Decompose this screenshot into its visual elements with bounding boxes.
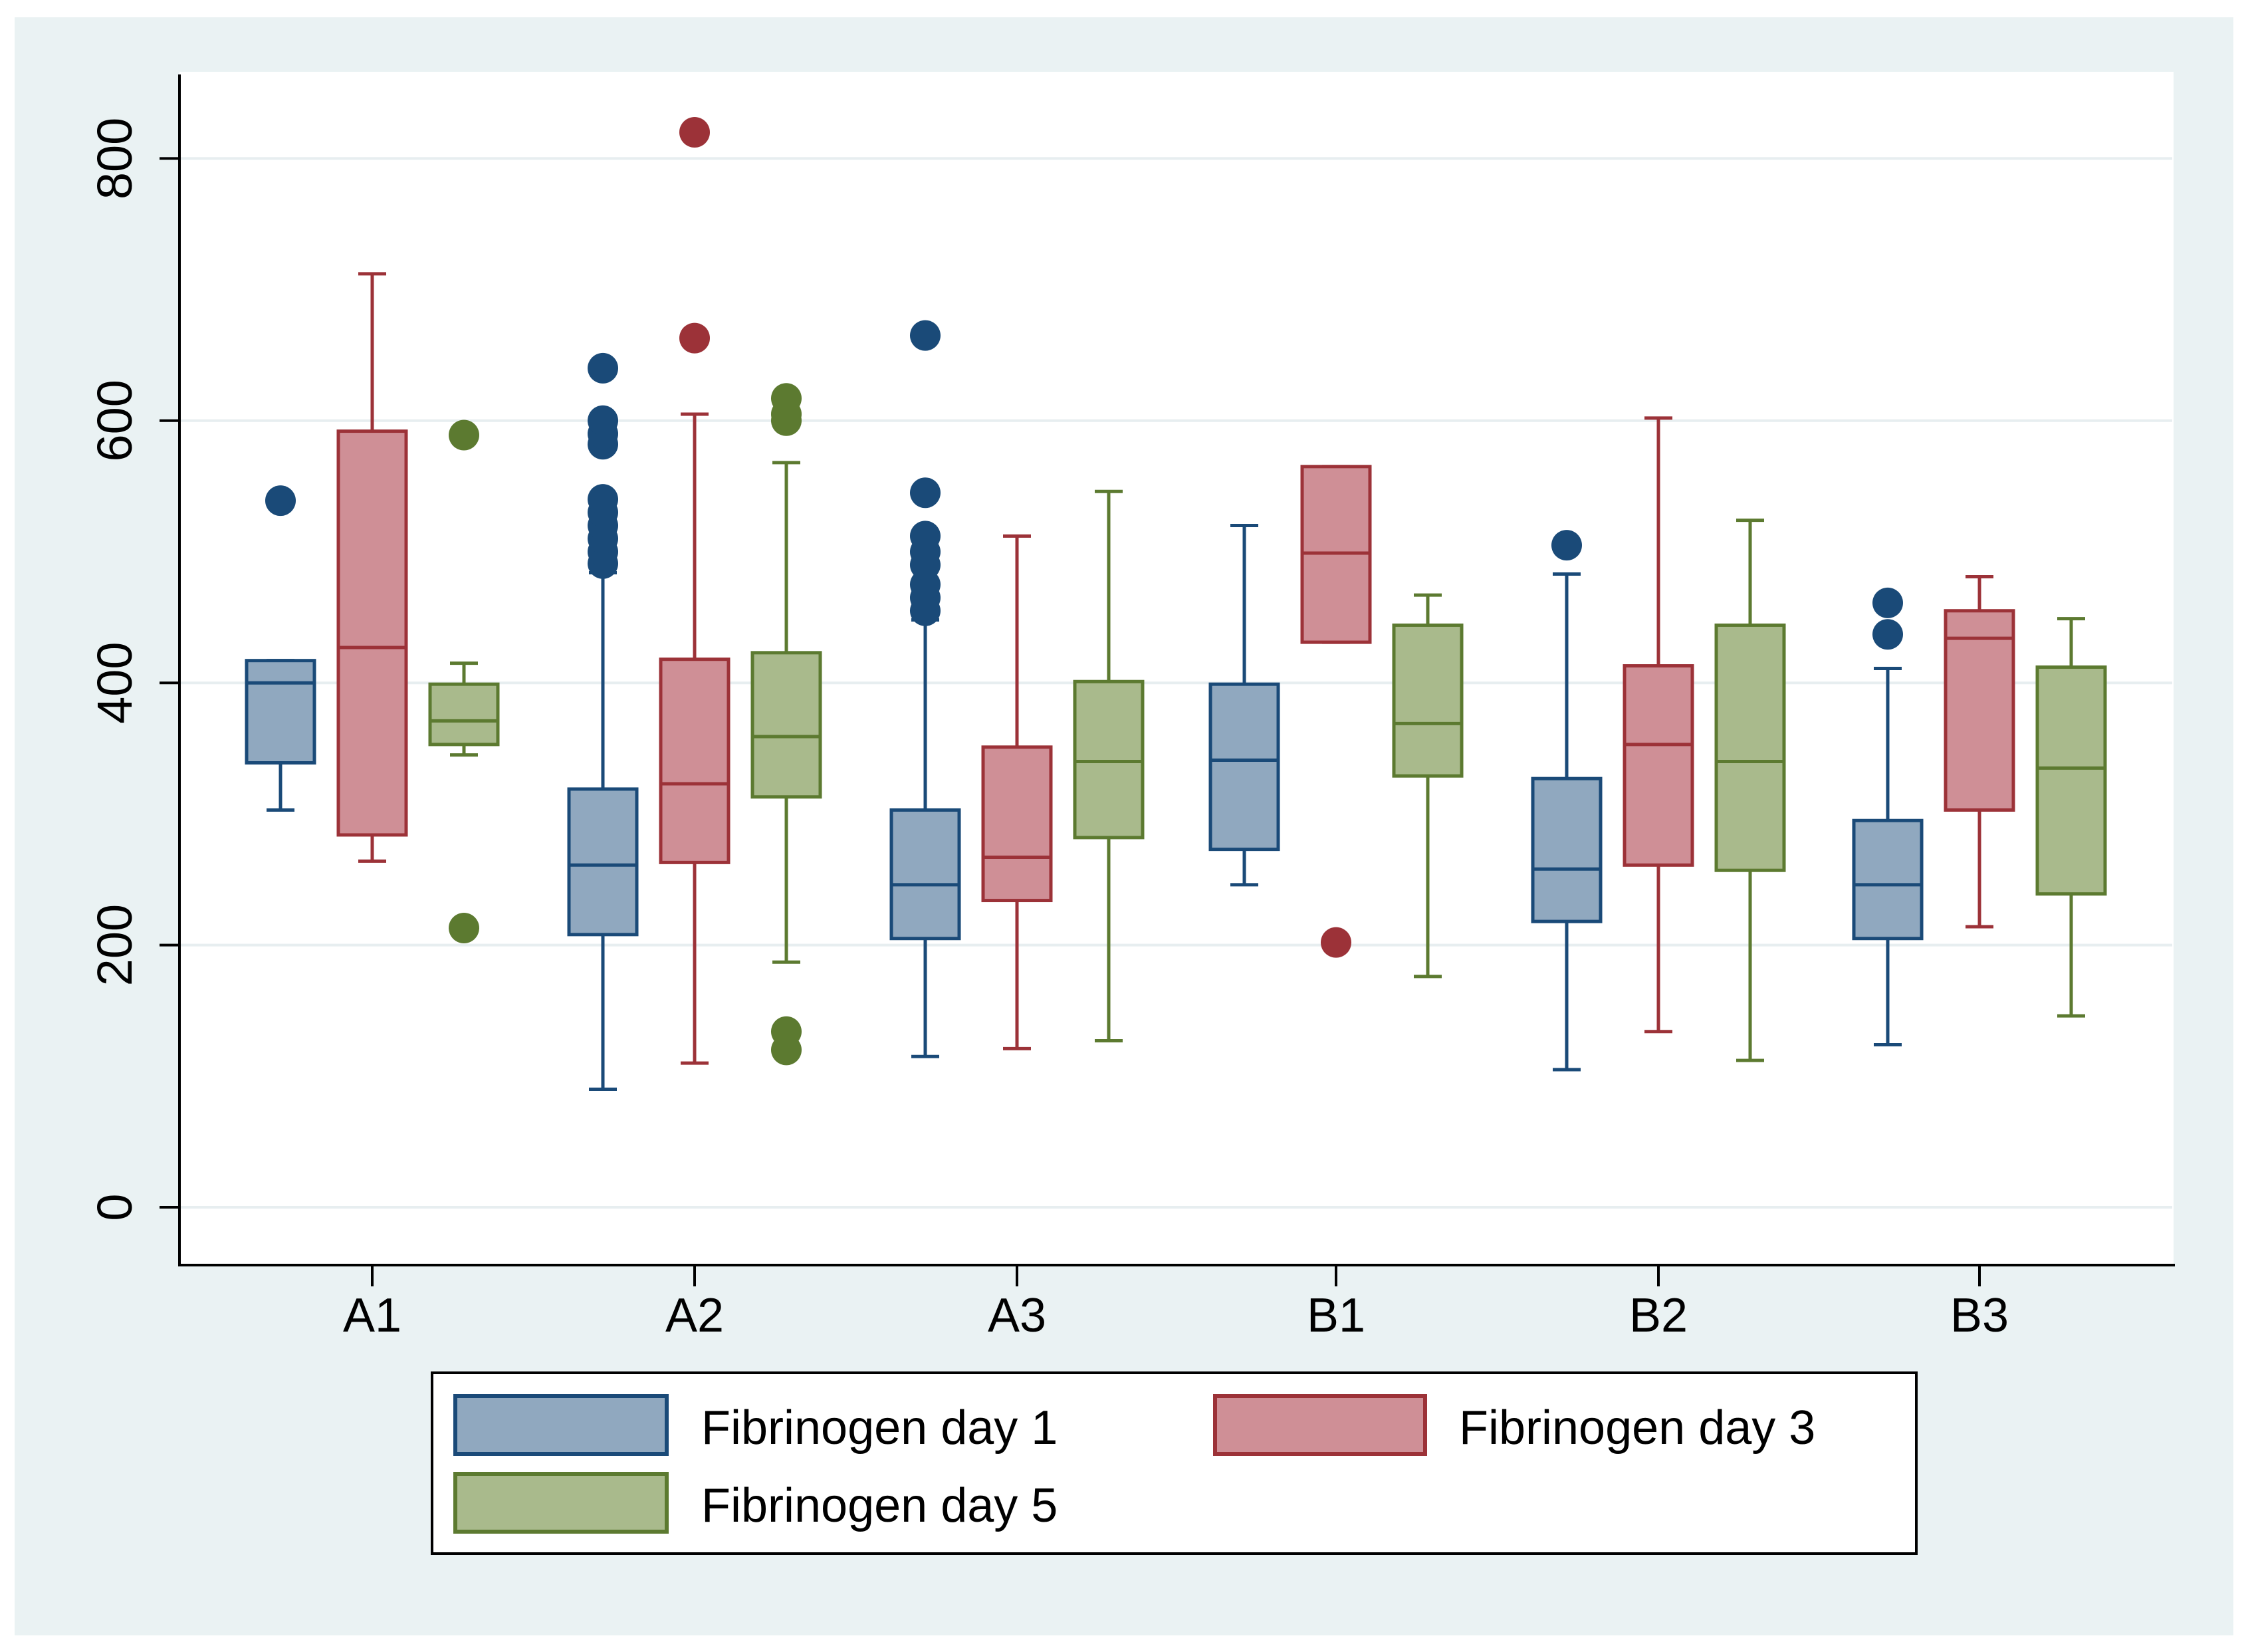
iqr-box-series1-B2 (1531, 776, 1603, 923)
box-series2-B2 (1623, 416, 1694, 1034)
box-series1-A1 (245, 659, 316, 812)
outlier-series1-A1-0 (265, 485, 296, 517)
iqr-box-series1-A3 (889, 808, 961, 941)
iqr-box-series1-A1 (245, 659, 316, 765)
box-series2-A2 (659, 412, 731, 1065)
outlier-series2-A2-1 (679, 116, 710, 148)
x-tick-label-A3: A3 (988, 1289, 1046, 1342)
outlier-series3-A1-1 (449, 419, 479, 451)
legend-swatch-day5 (453, 1472, 669, 1534)
iqr-box-series2-A1 (336, 429, 408, 837)
x-tick-label-A1: A1 (343, 1289, 401, 1342)
box-series1-B2 (1531, 572, 1603, 1072)
box-series3-B2 (1714, 519, 1786, 1062)
plot-area (179, 72, 2174, 1265)
y-tick-label-400: 400 (87, 642, 142, 723)
legend-label-day5: Fibrinogen day 5 (701, 1479, 1058, 1532)
iqr-box-series2-A2 (659, 657, 731, 864)
x-tick-label-B1: B1 (1307, 1289, 1365, 1342)
gridlines (181, 157, 2172, 1209)
legend-swatch-day3 (1213, 1394, 1427, 1456)
box-series3-B3 (2035, 617, 2107, 1018)
outlier-series1-B3-0 (1872, 619, 1903, 650)
outlier-series1-B2-0 (1551, 530, 1582, 561)
y-tick-label-0: 0 (87, 1193, 142, 1221)
outlier-series1-A2-5 (588, 484, 618, 515)
box-series1-A2 (567, 571, 639, 1092)
y-tick-label-600: 600 (87, 380, 142, 461)
box-series2-A1 (336, 272, 408, 863)
x-tick-label-A2: A2 (665, 1289, 724, 1342)
iqr-box-series3-B3 (2035, 665, 2107, 896)
box-series3-A3 (1073, 489, 1145, 1043)
y-tick-label-800: 800 (87, 118, 142, 199)
iqr-box-series3-A2 (750, 651, 822, 799)
iqr-box-series2-B3 (1944, 609, 2015, 812)
outlier-series1-A3-7 (910, 320, 941, 351)
legend-frame (431, 1371, 1918, 1555)
box-series1-B1 (1208, 524, 1280, 887)
outlier-series1-A3-6 (910, 477, 941, 509)
box-series1-A3 (889, 618, 961, 1058)
iqr-box-series1-A2 (567, 787, 639, 937)
iqr-box-series3-A3 (1073, 679, 1145, 840)
box-series2-B1 (1300, 465, 1372, 644)
legend: Fibrinogen day 1 Fibrinogen day 3 Fibrin… (431, 1371, 1918, 1555)
outlier-series1-A2-8 (588, 405, 618, 436)
boxes-layer (245, 272, 2107, 1092)
legend-swatch-day1 (453, 1394, 669, 1456)
x-ticks: A1 A2 A3 B1 B2 B3 (343, 1265, 2009, 1342)
iqr-box-series3-B2 (1714, 623, 1786, 872)
iqr-box-series3-A1 (428, 682, 500, 747)
y-tick-label-200: 200 (87, 904, 142, 986)
outlier-series3-A2-4 (771, 383, 802, 414)
legend-label-day1: Fibrinogen day 1 (701, 1401, 1058, 1455)
outliers-layer (265, 116, 1903, 1066)
box-series1-B3 (1852, 667, 1924, 1046)
box-series3-A1 (428, 661, 500, 757)
iqr-box-series1-B1 (1208, 682, 1280, 852)
outlier-series3-A2-1 (771, 1016, 802, 1047)
legend-label-day3: Fibrinogen day 3 (1459, 1401, 1815, 1455)
outlier-series2-A2-0 (679, 322, 710, 354)
outlier-series3-A1-0 (449, 912, 479, 943)
iqr-box-series1-B3 (1852, 818, 1924, 941)
y-ticks: 0 200 400 600 800 (87, 118, 179, 1221)
box-series3-A2 (750, 461, 822, 964)
outlier-series1-A2-9 (588, 352, 618, 384)
box-series2-B3 (1944, 574, 2015, 929)
outlier-series2-B1-0 (1321, 927, 1351, 958)
iqr-box-series2-A3 (981, 745, 1053, 903)
iqr-box-series2-B2 (1623, 664, 1694, 867)
outlier-series1-A3-5 (910, 521, 941, 552)
x-tick-label-B2: B2 (1629, 1289, 1688, 1342)
iqr-box-series3-B1 (1392, 623, 1464, 778)
outlier-series1-B3-1 (1872, 587, 1903, 618)
x-tick-label-B3: B3 (1950, 1289, 2009, 1342)
box-series3-B1 (1392, 593, 1464, 979)
box-series2-A3 (981, 534, 1053, 1050)
